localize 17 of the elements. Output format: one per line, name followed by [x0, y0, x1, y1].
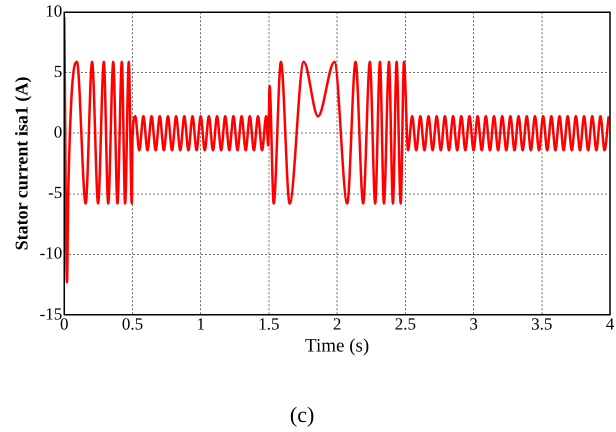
line-series	[64, 16, 610, 284]
y-tick-label: -10	[40, 244, 62, 263]
x-tick-label: 2.5	[394, 314, 416, 334]
y-tick-label: -5	[48, 183, 62, 202]
y-tick-label: 10	[45, 2, 62, 21]
x-tick-label: 3.5	[531, 314, 552, 334]
y-axis-title: Stator current isa1 (A)	[11, 76, 32, 250]
x-axis-title: Time (s)	[305, 336, 370, 357]
y-tick-label: 0	[54, 122, 62, 142]
x-tick-label: 0.5	[122, 314, 144, 334]
x-tick-label: 1	[196, 314, 205, 334]
x-tick-label: 4	[606, 314, 615, 334]
y-tick-label: 5	[54, 62, 62, 82]
text: (c)	[290, 402, 314, 427]
x-tick-label: 3	[469, 314, 478, 334]
x-tick-label: 2	[332, 314, 342, 334]
x-tick-label: 1.5	[258, 314, 280, 334]
